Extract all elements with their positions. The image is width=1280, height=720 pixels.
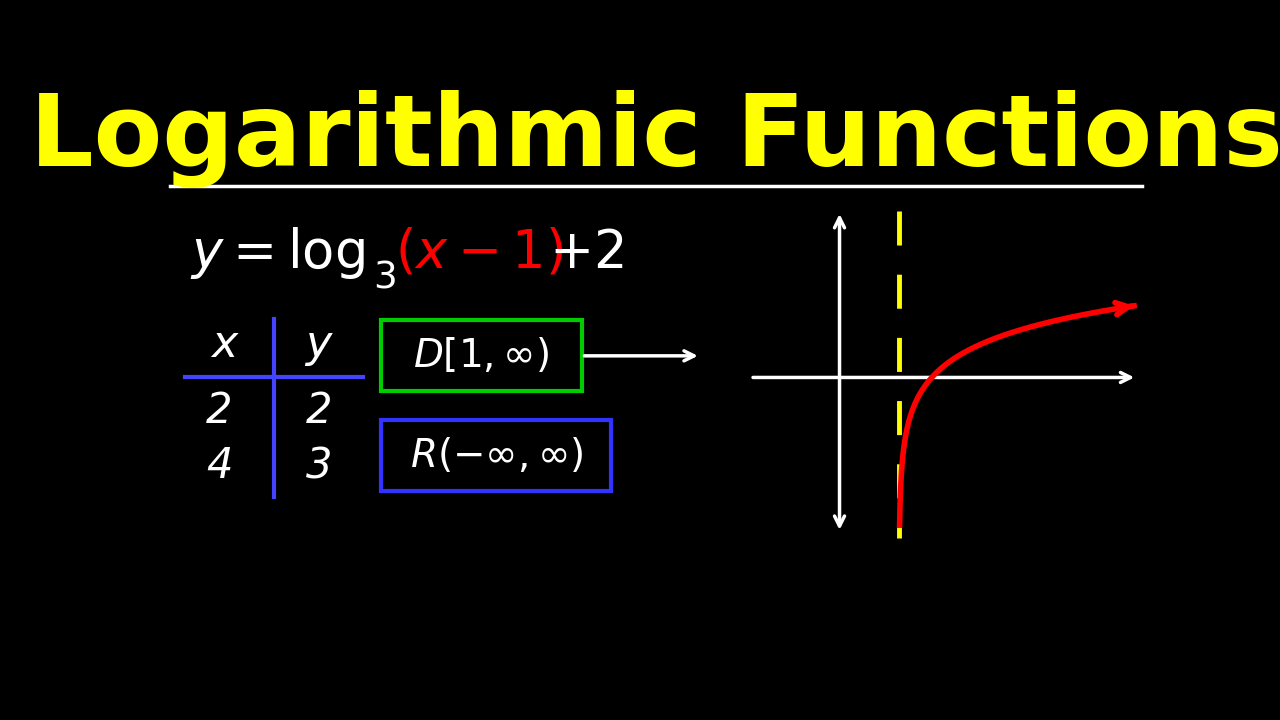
Text: $+2$: $+2$ [549,227,623,279]
Text: $(x-1)$: $(x-1)$ [396,227,563,279]
Text: $3$: $3$ [374,260,396,296]
Text: $R(-\infty,\infty)$: $R(-\infty,\infty)$ [410,436,582,475]
Text: $y = \log$: $y = \log$ [189,225,365,281]
Text: 2: 2 [206,390,233,432]
Text: 2: 2 [306,390,332,432]
FancyBboxPatch shape [381,420,612,491]
Text: Logarithmic Functions: Logarithmic Functions [29,90,1280,188]
FancyBboxPatch shape [381,320,581,391]
Text: x: x [211,323,238,366]
Text: 4: 4 [206,445,233,487]
Text: 3: 3 [306,445,332,487]
Text: y: y [306,323,332,366]
Text: $D[1,\infty)$: $D[1,\infty)$ [413,336,549,375]
